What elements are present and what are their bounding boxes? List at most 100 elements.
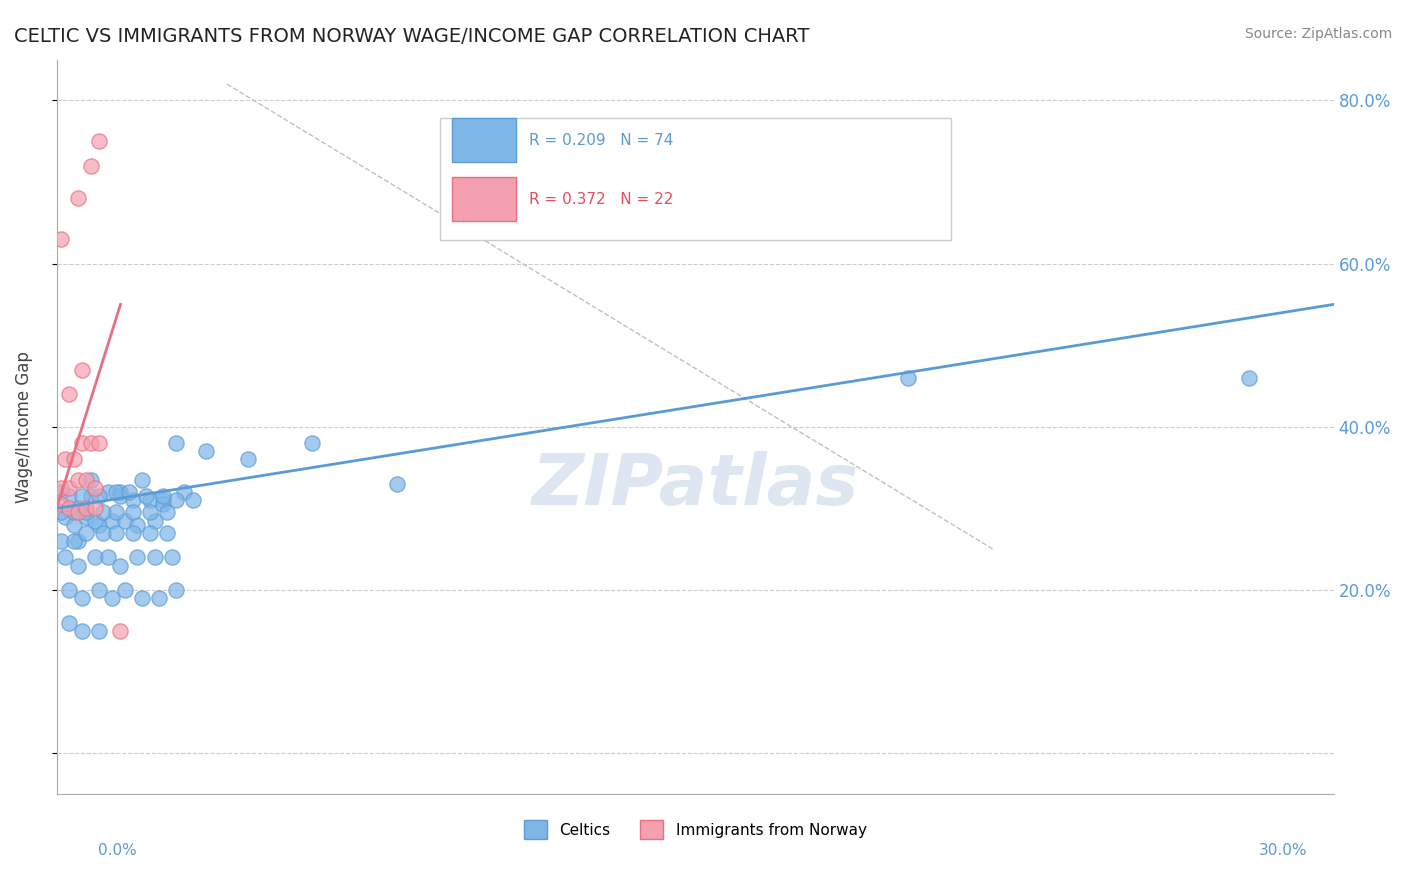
Point (66, 473, 89, 487)
Point (165, 582, 187, 597)
Point (79, 159, 101, 173)
FancyBboxPatch shape (453, 178, 516, 221)
Point (105, 506, 128, 520)
Point (143, 550, 166, 565)
Point (139, 493, 162, 508)
Point (152, 497, 174, 511)
Point (160, 550, 183, 565)
Point (75, 525, 97, 540)
Point (79, 473, 101, 487)
Point (66, 506, 89, 520)
Point (70, 436, 93, 450)
Point (70, 624, 93, 638)
Point (194, 444, 217, 458)
Point (58, 481, 80, 495)
Point (156, 525, 179, 540)
Point (93, 506, 115, 520)
Point (173, 485, 195, 500)
Point (156, 506, 179, 520)
Point (89, 489, 111, 503)
Point (53, 509, 76, 524)
Point (110, 485, 132, 500)
Point (49, 506, 72, 520)
Point (110, 558, 132, 573)
Point (127, 517, 149, 532)
Point (70, 362, 93, 376)
Point (66, 534, 89, 549)
Text: 0.0%: 0.0% (98, 843, 138, 858)
Point (89, 436, 111, 450)
Point (75, 501, 97, 516)
Point (165, 436, 187, 450)
Point (118, 485, 141, 500)
Point (75, 509, 97, 524)
Point (301, 436, 323, 450)
Point (143, 514, 166, 528)
Point (122, 525, 145, 540)
Point (53, 452, 76, 467)
Text: R = 0.372   N = 22: R = 0.372 N = 22 (529, 192, 673, 207)
Point (131, 473, 153, 487)
Point (58, 501, 80, 516)
Point (148, 591, 170, 606)
Point (181, 493, 204, 508)
Point (70, 489, 93, 503)
Point (97, 550, 120, 565)
Point (105, 525, 128, 540)
Point (84, 481, 107, 495)
FancyBboxPatch shape (440, 119, 950, 240)
Point (66, 501, 89, 516)
Point (139, 506, 162, 520)
Point (84, 501, 107, 516)
Point (66, 191, 89, 205)
Point (1237, 371, 1260, 385)
Point (93, 525, 115, 540)
Point (79, 436, 101, 450)
Point (89, 134, 111, 148)
Point (101, 591, 124, 606)
Point (49, 497, 72, 511)
Point (66, 558, 89, 573)
Point (122, 493, 145, 508)
Point (89, 582, 111, 597)
Text: CELTIC VS IMMIGRANTS FROM NORWAY WAGE/INCOME GAP CORRELATION CHART: CELTIC VS IMMIGRANTS FROM NORWAY WAGE/IN… (14, 27, 810, 45)
Point (75, 506, 97, 520)
Point (122, 506, 145, 520)
Point (49, 485, 72, 500)
Point (101, 514, 124, 528)
Point (110, 624, 132, 638)
Text: ZIPatlas: ZIPatlas (531, 451, 859, 520)
Text: R = 0.209   N = 74: R = 0.209 N = 74 (529, 133, 673, 148)
Point (49, 232, 72, 246)
Point (79, 489, 101, 503)
Point (62, 452, 84, 467)
Point (135, 489, 157, 503)
Text: Source: ZipAtlas.com: Source: ZipAtlas.com (1244, 27, 1392, 41)
Point (127, 550, 149, 565)
Point (62, 506, 84, 520)
Point (84, 550, 107, 565)
Point (53, 550, 76, 565)
Point (385, 477, 408, 491)
Point (97, 485, 120, 500)
Point (49, 534, 72, 549)
Point (152, 489, 174, 503)
Point (75, 473, 97, 487)
Point (58, 582, 80, 597)
Point (58, 489, 80, 503)
Point (58, 615, 80, 630)
Point (58, 387, 80, 401)
Point (105, 485, 128, 500)
Point (165, 493, 187, 508)
Point (131, 591, 153, 606)
Point (89, 517, 111, 532)
Point (114, 582, 136, 597)
Point (70, 591, 93, 606)
Point (49, 481, 72, 495)
Point (114, 514, 136, 528)
Point (62, 534, 84, 549)
Point (897, 371, 920, 385)
Point (84, 514, 107, 528)
Point (139, 525, 162, 540)
FancyBboxPatch shape (453, 119, 516, 162)
